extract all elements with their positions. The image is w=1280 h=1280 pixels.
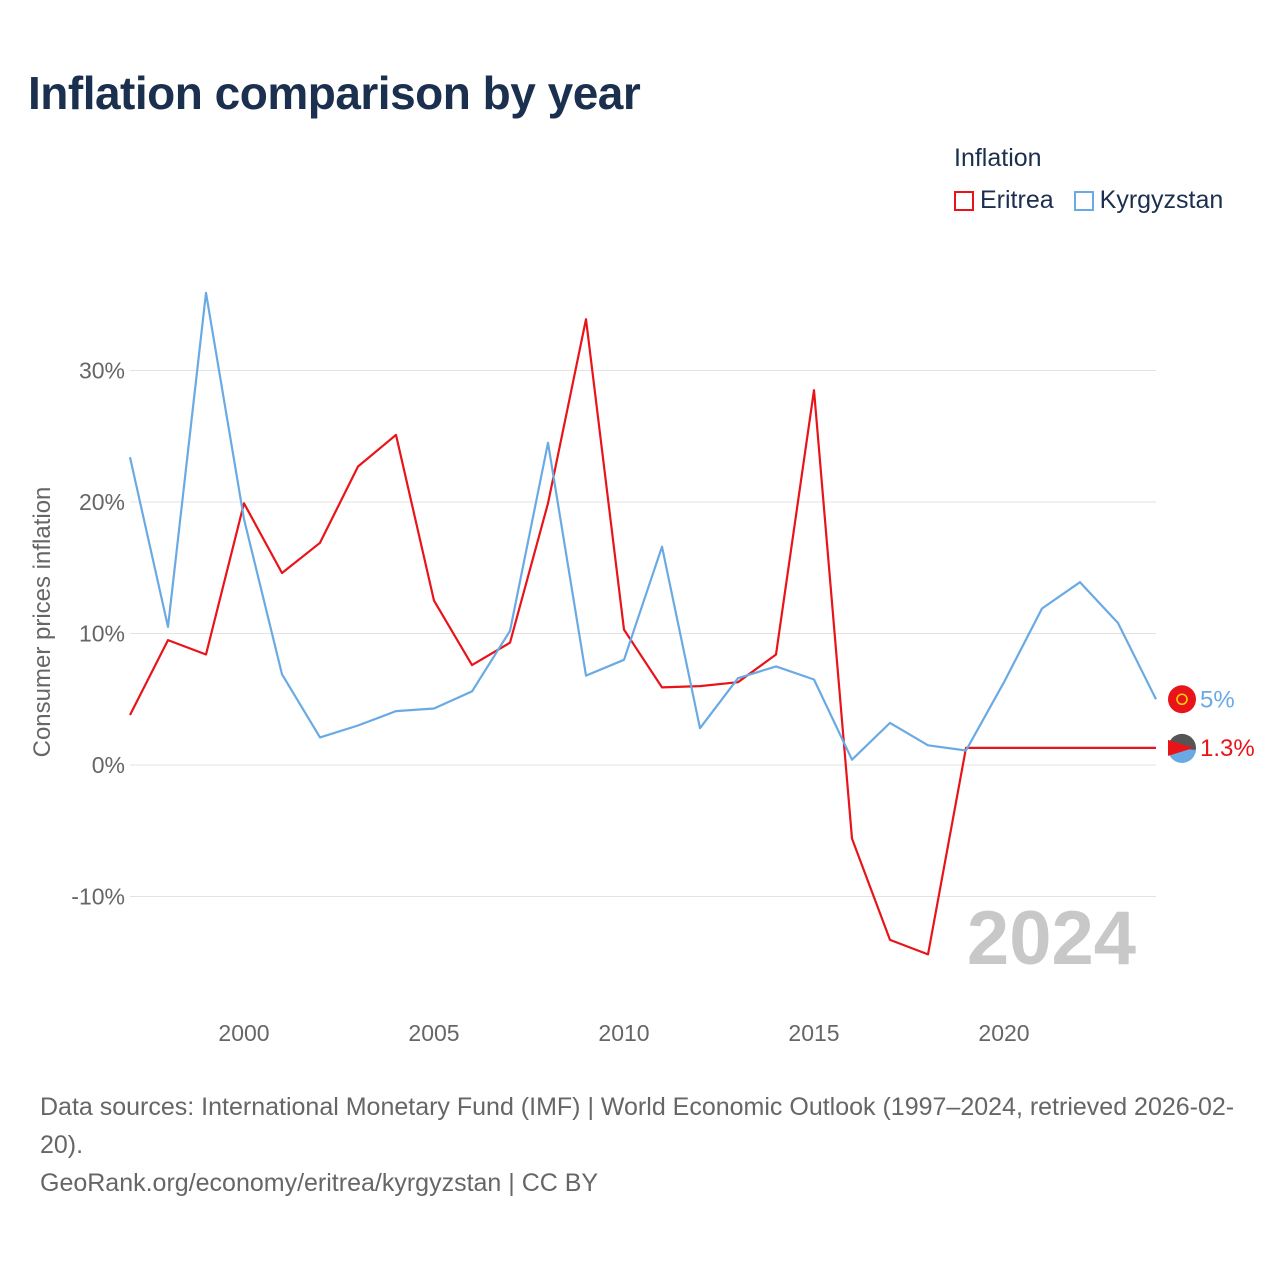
legend-label-eritrea: Eritrea bbox=[980, 186, 1054, 214]
flag-marker-sun-kyrgyzstan bbox=[1176, 693, 1188, 705]
end-label-eritrea: 1.3% bbox=[1200, 735, 1255, 762]
y-tick-label: 30% bbox=[79, 358, 125, 384]
legend-item-eritrea[interactable]: Eritrea bbox=[954, 186, 1054, 215]
page-title: Inflation comparison by year bbox=[28, 67, 641, 119]
x-tick-label: 2000 bbox=[218, 1020, 269, 1046]
end-label-kyrgyzstan: 5% bbox=[1200, 686, 1235, 713]
flag-marker-triangle-eritrea bbox=[1168, 739, 1194, 756]
y-tick-label: -10% bbox=[71, 884, 125, 910]
x-tick-label: 2010 bbox=[598, 1020, 649, 1046]
credit-link[interactable]: GeoRank.org/economy/eritrea/kyrgyzstan |… bbox=[40, 1169, 599, 1197]
legend-item-kyrgyzstan[interactable]: Kyrgyzstan bbox=[1073, 186, 1224, 215]
x-tick-label: 2005 bbox=[408, 1020, 459, 1046]
x-tick-label: 2020 bbox=[978, 1020, 1029, 1046]
y-tick-label: 0% bbox=[92, 752, 125, 778]
series-line-kyrgyzstan bbox=[128, 291, 1157, 761]
y-tick-label: 20% bbox=[79, 489, 125, 515]
legend: Eritrea Kyrgyzstan bbox=[954, 186, 1223, 215]
legend-label-kyrgyzstan: Kyrgyzstan bbox=[1099, 186, 1224, 214]
legend-swatch-eritrea bbox=[954, 190, 974, 211]
data-source: Data sources: International Monetary Fun… bbox=[40, 1093, 1235, 1159]
year-watermark: 2024 bbox=[967, 896, 1136, 981]
y-axis-label: Consumer prices inflation bbox=[29, 487, 56, 758]
legend-title: Inflation bbox=[954, 144, 1042, 172]
line-chart: 2024 -10% 0% 10% 20% 30% 2000 2005 2010 2015 202… bbox=[29, 291, 1255, 1046]
flag-marker-kyrgyzstan bbox=[1168, 685, 1196, 714]
x-tick-label: 2015 bbox=[788, 1020, 839, 1046]
y-tick-label: 10% bbox=[79, 621, 125, 647]
series-line-eritrea bbox=[129, 318, 1156, 956]
legend-swatch-kyrgyzstan bbox=[1073, 190, 1094, 211]
